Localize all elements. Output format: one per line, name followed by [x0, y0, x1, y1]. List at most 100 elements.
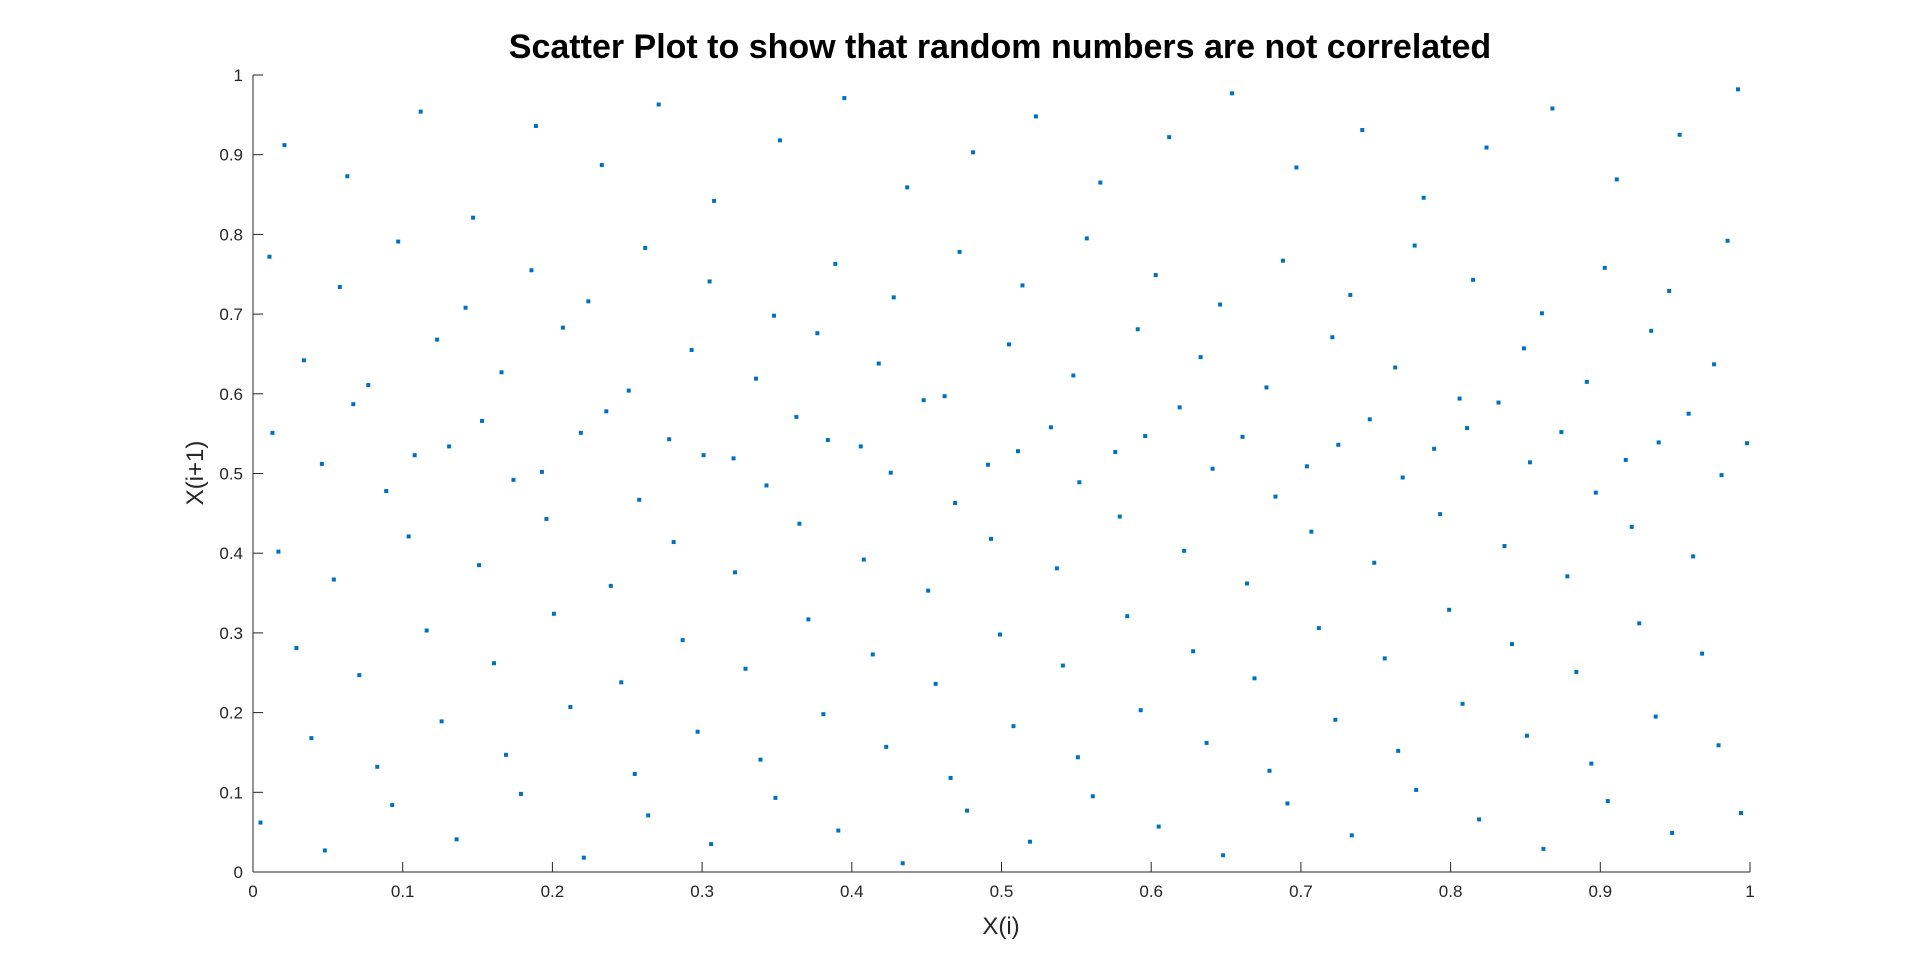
x-tick-label: 0.9 — [1588, 882, 1612, 901]
scatter-point — [1653, 714, 1658, 719]
scatter-point — [1156, 824, 1161, 829]
scatter-point — [578, 430, 583, 435]
scatter-point — [1252, 676, 1257, 681]
x-tick-label: 1 — [1745, 882, 1754, 901]
scatter-point — [1602, 265, 1607, 270]
scatter-point — [637, 497, 642, 502]
scatter-point — [1071, 373, 1076, 378]
scatter-point — [1457, 396, 1462, 401]
scatter-point — [1218, 302, 1223, 307]
scatter-point — [1240, 434, 1245, 439]
scatter-point — [1245, 581, 1250, 586]
scatter-point — [1090, 794, 1095, 799]
y-tick-label: 0.4 — [219, 544, 243, 563]
scatter-point — [926, 588, 931, 593]
scatter-point — [319, 461, 324, 466]
scatter-point — [396, 239, 401, 244]
scatter-point — [1471, 277, 1476, 282]
scatter-point — [1011, 724, 1016, 729]
y-tick-label: 0.2 — [219, 704, 243, 723]
scatter-point — [1177, 405, 1182, 410]
scatter-point — [1719, 473, 1724, 478]
scatter-point — [1637, 621, 1642, 626]
scatter-point — [276, 549, 281, 554]
scatter-point — [1117, 514, 1122, 519]
scatter-point — [384, 489, 389, 494]
scatter-point — [331, 577, 336, 582]
scatter-point — [544, 516, 549, 521]
scatter-point — [1649, 328, 1654, 333]
scatter-point — [842, 96, 847, 101]
scatter-point — [948, 775, 953, 780]
scatter-point — [529, 268, 534, 273]
scatter-point — [680, 638, 685, 643]
scatter-point — [1204, 740, 1209, 745]
scatter-point — [301, 358, 306, 363]
scatter-point — [797, 521, 802, 526]
scatter-point — [1656, 440, 1661, 445]
scatter-point — [1541, 846, 1546, 851]
scatter-point — [619, 680, 624, 685]
scatter-point — [1285, 801, 1290, 806]
scatter-point — [1739, 811, 1744, 816]
scatter-point — [1465, 426, 1470, 431]
scatter-point — [439, 719, 444, 724]
scatter-point — [1054, 566, 1059, 571]
scatter-point — [1700, 651, 1705, 656]
scatter-point — [821, 712, 826, 717]
scatter-point — [777, 138, 782, 143]
x-tick-label: 0.5 — [990, 882, 1014, 901]
scatter-point — [1182, 548, 1187, 553]
x-tick-label: 0 — [248, 882, 257, 901]
scatter-point — [1460, 701, 1465, 706]
scatter-point — [833, 261, 838, 266]
scatter-point — [1336, 442, 1341, 447]
scatter-point — [1125, 614, 1130, 619]
scatter-point — [480, 418, 485, 423]
scatter-point — [1153, 273, 1158, 278]
scatter-point — [891, 295, 896, 300]
scatter-point — [933, 681, 938, 686]
scatter-point — [604, 409, 609, 414]
scatter-point — [1316, 626, 1321, 631]
scatter-point — [533, 124, 538, 129]
scatter-point — [1432, 446, 1437, 451]
scatter-point — [957, 249, 962, 254]
scatter-point — [1309, 529, 1314, 534]
scatter-point — [560, 325, 565, 330]
scatter-point — [900, 861, 905, 866]
y-tick-label: 0.3 — [219, 624, 243, 643]
scatter-point — [1412, 243, 1417, 248]
scatter-point — [758, 757, 763, 762]
scatter-point — [1484, 145, 1489, 150]
x-tick-label: 0.7 — [1289, 882, 1313, 901]
scatter-point — [1605, 799, 1610, 804]
scatter-point — [905, 185, 910, 190]
scatter-point — [357, 673, 362, 678]
scatter-point — [1477, 817, 1482, 822]
scatter-point — [1502, 544, 1507, 549]
scatter-point — [551, 611, 556, 616]
scatter-point — [1725, 238, 1730, 243]
scatter-point — [1167, 135, 1172, 140]
scatter-point — [1539, 311, 1544, 316]
scatter-point — [825, 438, 830, 443]
scatter-point — [1712, 362, 1717, 367]
scatter-point — [1677, 132, 1682, 137]
scatter-point — [1509, 642, 1514, 647]
scatter-point — [743, 666, 748, 671]
scatter-point — [1304, 464, 1309, 469]
scatter-point — [1382, 656, 1387, 661]
scatter-point — [1589, 761, 1594, 766]
scatter-point — [1084, 236, 1089, 241]
y-tick-label: 0 — [234, 863, 243, 882]
scatter-point — [499, 370, 504, 375]
scatter-point — [599, 163, 604, 168]
scatter-point — [477, 563, 482, 568]
scatter-point — [965, 808, 970, 813]
scatter-point — [1372, 560, 1377, 565]
scatter-point — [1138, 708, 1143, 713]
x-tick-label: 0.4 — [840, 882, 864, 901]
scatter-point — [773, 795, 778, 800]
scatter-point — [656, 102, 661, 107]
